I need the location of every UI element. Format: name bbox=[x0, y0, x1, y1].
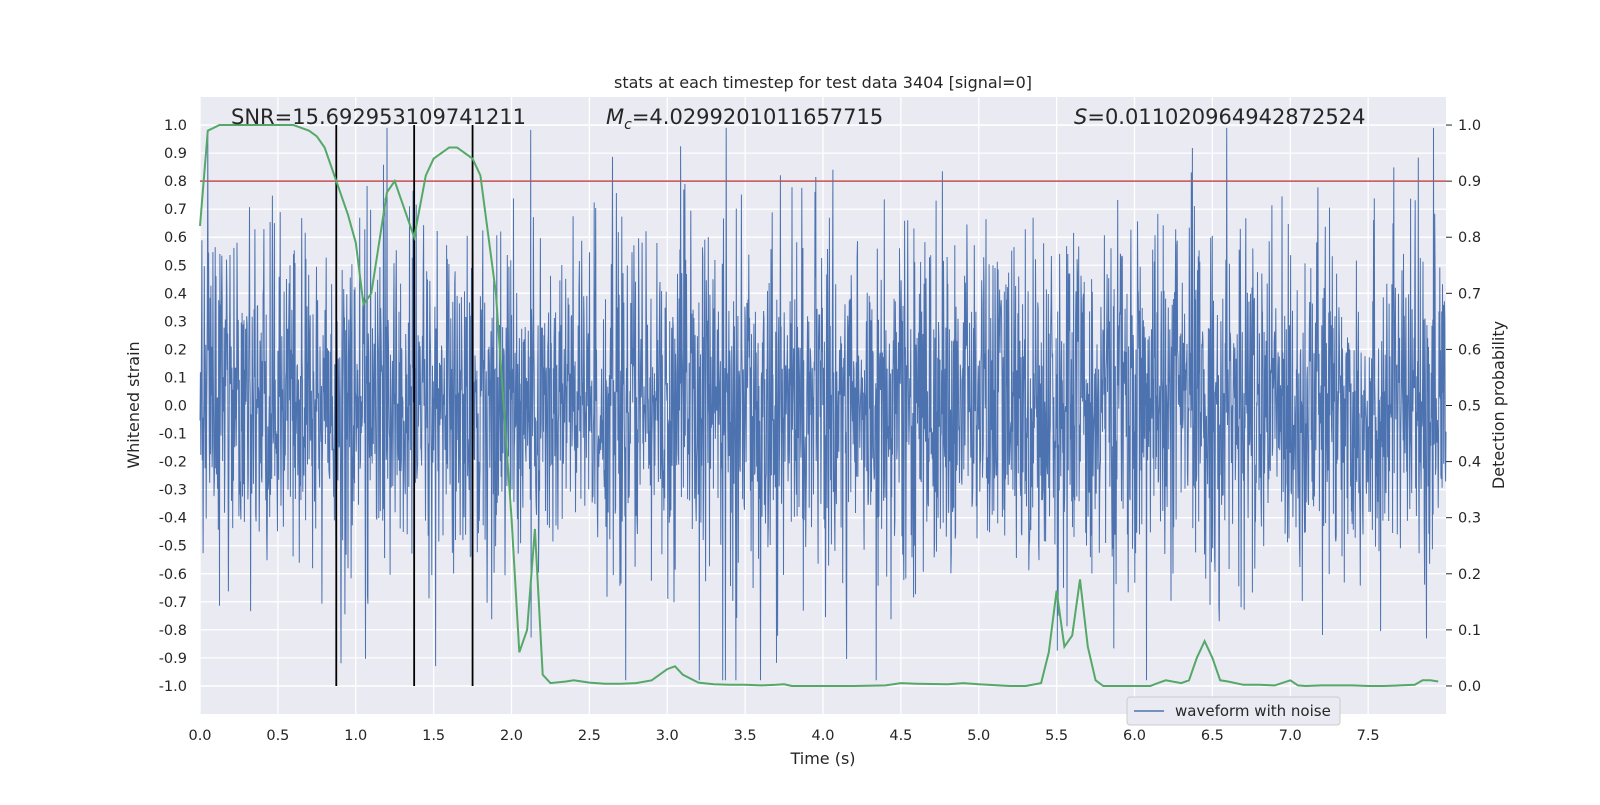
legend-entry: waveform with noise bbox=[1175, 702, 1331, 720]
y2-tick-label: 0.0 bbox=[1458, 679, 1481, 695]
y-tick-label: 0.2 bbox=[164, 342, 187, 358]
chart-title: stats at each timestep for test data 340… bbox=[614, 73, 1032, 92]
y-tick-label: 0.8 bbox=[164, 174, 187, 190]
y2-tick-label: 0.5 bbox=[1458, 399, 1481, 415]
y-tick-label: 0.0 bbox=[164, 399, 187, 415]
x-tick-label: 4.0 bbox=[811, 728, 834, 744]
legend-box bbox=[1126, 696, 1341, 726]
y-tick-label: -0.5 bbox=[159, 539, 187, 555]
x-tick-label: 3.5 bbox=[734, 728, 757, 744]
s-symbol: S bbox=[1074, 105, 1087, 129]
x-tick-label: 6.0 bbox=[1123, 728, 1146, 744]
detection-probability-line bbox=[199, 124, 1439, 688]
x-tick-label: 5.0 bbox=[967, 728, 990, 744]
y-tick-label: -0.2 bbox=[159, 455, 187, 471]
y-tick-label: 0.6 bbox=[164, 230, 187, 246]
x-tick-label: 2.0 bbox=[500, 728, 523, 744]
x-tick-label: 3.0 bbox=[656, 728, 679, 744]
x-tick-label: 1.0 bbox=[344, 728, 367, 744]
y-tick-label: -0.8 bbox=[159, 623, 187, 639]
y-tick-label: 0.1 bbox=[164, 370, 187, 386]
y-tick-label: 0.3 bbox=[164, 314, 187, 330]
chirp-mass-value: =4.0299201011657715 bbox=[632, 105, 883, 129]
s-value: =0.011020964942872524 bbox=[1087, 105, 1365, 129]
x-tick-label: 6.5 bbox=[1201, 728, 1224, 744]
y-tick-label: 0.7 bbox=[164, 202, 187, 218]
y2-axis-label: Detection probability bbox=[1489, 321, 1508, 489]
chirp-mass-subscript: c bbox=[624, 117, 632, 133]
x-axis-ticks: 0.0 0.5 1.0 1.5 2.0 2.5 3.0 3.5 4.0 4.5 5.0 5.5 6.0 6… bbox=[188, 728, 1379, 744]
x-tick-label: 5.5 bbox=[1045, 728, 1068, 744]
y-tick-label: 0.4 bbox=[164, 286, 187, 302]
x-tick-label: 7.0 bbox=[1279, 728, 1302, 744]
y-axis-ticks: 1.0 0.9 0.8 0.7 0.6 0.5 0.4 0.3 0.2 0.1 0.0 -0.1 -0.… bbox=[159, 118, 187, 695]
chirp-mass-annotation: Mc=4.0299201011657715 bbox=[606, 105, 883, 133]
y2-tick-label: 0.9 bbox=[1458, 174, 1481, 190]
x-axis-label: Time (s) bbox=[789, 749, 855, 768]
snr-annotation: SNR=15.692953109741211 bbox=[231, 105, 526, 129]
y-axis-label: Whitened strain bbox=[124, 341, 143, 468]
x-tick-label: 7.5 bbox=[1357, 728, 1380, 744]
y2-tick-label: 1.0 bbox=[1458, 118, 1481, 134]
y-tick-label: 0.9 bbox=[164, 146, 187, 162]
s-annotation: S=0.011020964942872524 bbox=[1074, 105, 1365, 129]
y2-tick-label: 0.1 bbox=[1458, 623, 1481, 639]
y2-tick-label: 0.7 bbox=[1458, 286, 1481, 302]
y-tick-label: 0.5 bbox=[164, 258, 187, 274]
x-tick-label: 1.5 bbox=[422, 728, 445, 744]
chirp-mass-symbol: M bbox=[606, 105, 624, 129]
x-tick-label: 4.5 bbox=[889, 728, 912, 744]
y-tick-label: -0.9 bbox=[159, 651, 187, 667]
y2-tick-label: 0.2 bbox=[1458, 567, 1481, 583]
y-tick-label: -0.6 bbox=[159, 567, 187, 583]
y2-tick-label: 0.6 bbox=[1458, 342, 1481, 358]
x-tick-label: 0.0 bbox=[188, 728, 211, 744]
y-tick-label: -0.7 bbox=[159, 595, 187, 611]
y-tick-label: -1.0 bbox=[159, 679, 187, 695]
y2-tick-label: 0.3 bbox=[1458, 511, 1481, 527]
waveform-line bbox=[199, 127, 1447, 681]
y-tick-label: 1.0 bbox=[164, 118, 187, 134]
y-tick-label: -0.4 bbox=[159, 511, 187, 527]
x-tick-label: 0.5 bbox=[266, 728, 289, 744]
chart-overlays bbox=[199, 124, 1446, 688]
y-tick-label: -0.1 bbox=[159, 427, 187, 443]
y2-tick-label: 0.4 bbox=[1458, 455, 1481, 471]
y2-tick-label: 0.8 bbox=[1458, 230, 1481, 246]
y-tick-label: -0.3 bbox=[159, 483, 187, 499]
waveform-series bbox=[199, 127, 1447, 681]
x-tick-label: 2.5 bbox=[578, 728, 601, 744]
legend: waveform with noise bbox=[1126, 696, 1341, 726]
y2-axis-ticks: 1.0 0.9 0.8 0.7 0.6 0.5 0.4 0.3 0.2 0.1 0.0 bbox=[1446, 118, 1481, 695]
